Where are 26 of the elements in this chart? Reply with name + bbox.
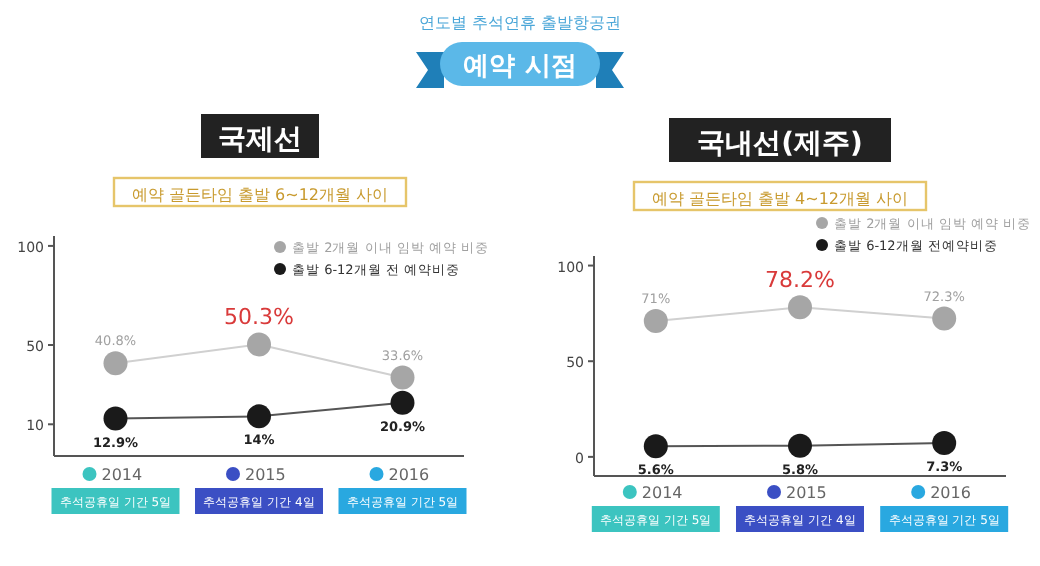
point	[390, 390, 415, 415]
data-label: 50.3%	[224, 304, 294, 331]
x-tick-label: 2016	[388, 466, 430, 484]
point	[932, 430, 957, 455]
point	[643, 309, 668, 334]
chart-subtitle: 예약 골든타임 출발 4~12개월 사이	[651, 190, 909, 208]
text: 예약 시점	[463, 52, 577, 82]
point	[103, 351, 128, 376]
chart-title: 국내선(제주)	[697, 128, 863, 160]
data-label: 78.2%	[765, 267, 835, 294]
text: 연도별 추석연휴 출발항공권	[418, 14, 622, 32]
x-tick-label: 2014	[101, 466, 143, 484]
x-tick-label: 2014	[641, 484, 683, 502]
x-tick-label: 2015	[786, 484, 827, 502]
point	[247, 332, 271, 357]
point	[247, 404, 271, 429]
point	[788, 433, 812, 458]
x-tick-label: 2016	[930, 484, 971, 502]
x-tick-label: 2015	[245, 466, 286, 484]
chart-title: 국제선	[218, 124, 302, 156]
point	[788, 295, 812, 320]
point	[643, 434, 668, 459]
point	[103, 406, 128, 431]
chart-subtitle: 예약 골든타임 출발 6~12개월 사이	[131, 186, 389, 204]
point	[390, 365, 415, 390]
point	[932, 306, 957, 331]
